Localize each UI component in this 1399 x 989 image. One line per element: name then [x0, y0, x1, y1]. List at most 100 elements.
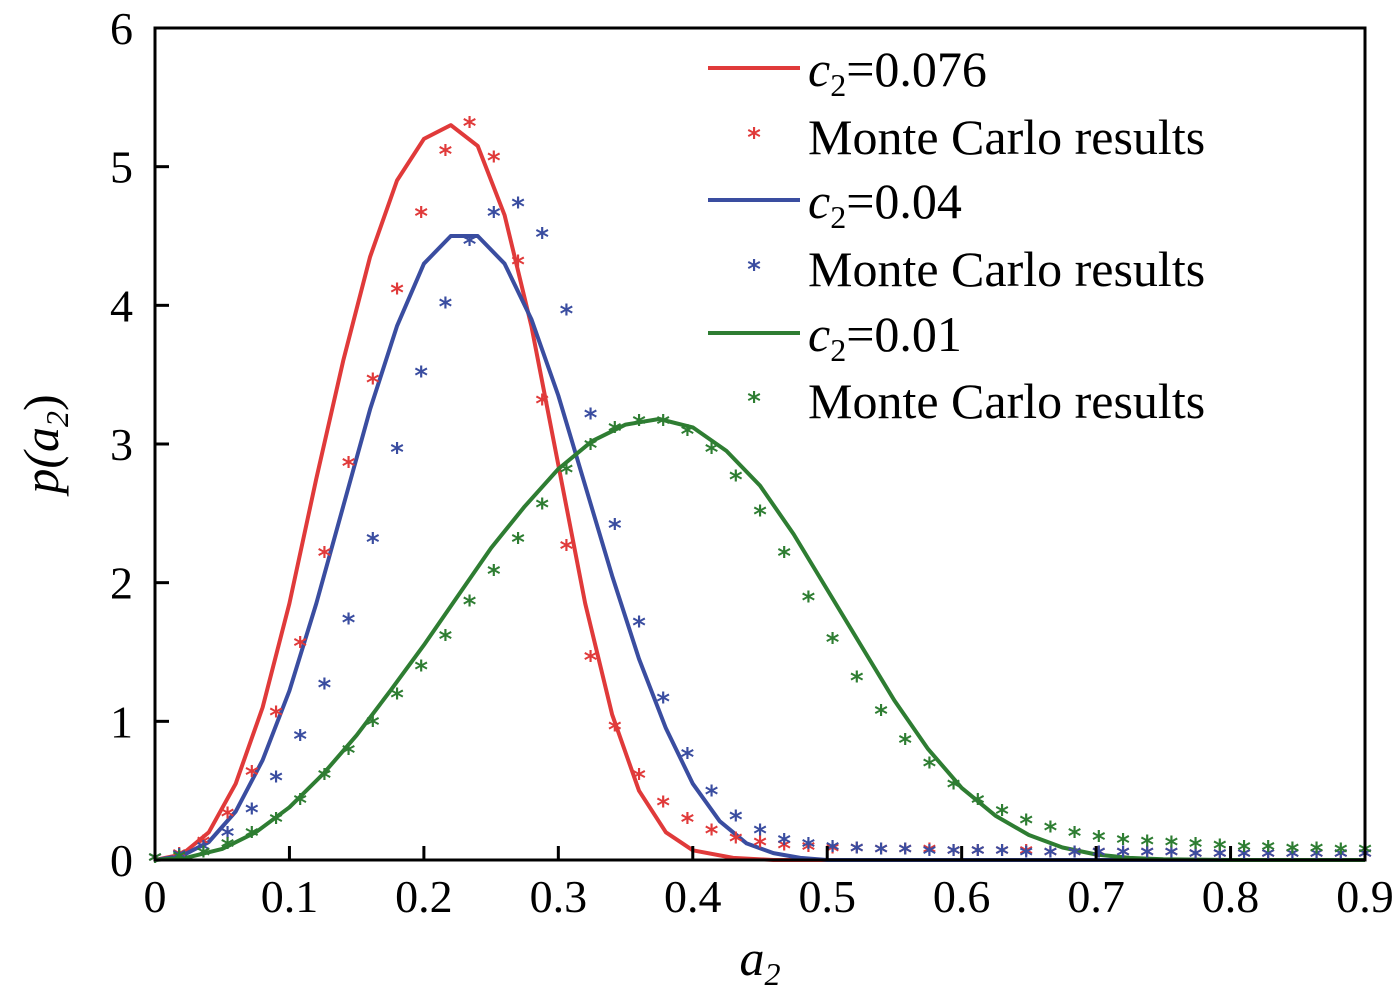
legend-mc-label-2: Monte Carlo results: [808, 373, 1205, 429]
series-line-0: [154, 123, 1365, 862]
mc-point-1: *: [923, 840, 937, 870]
y-tick-label: 5: [110, 142, 133, 193]
mc-point-2: *: [366, 711, 380, 741]
mc-point-0: *: [535, 389, 549, 419]
legend-label-1: c2=0.04: [808, 173, 962, 235]
mc-point-2: *: [1116, 829, 1130, 859]
mc-point-2: *: [560, 459, 574, 489]
mc-point-0: *: [584, 646, 598, 676]
mc-point-2: *: [1165, 832, 1179, 862]
legend-marker-1: *: [747, 255, 761, 285]
mc-point-2: *: [923, 753, 937, 783]
mc-point-2: *: [898, 729, 912, 759]
mc-point-0: *: [414, 202, 428, 232]
mc-point-0: *: [1261, 843, 1275, 873]
mc-point-2: *: [511, 528, 525, 558]
mc-point-0: *: [342, 452, 356, 482]
mc-point-1: *: [463, 230, 477, 260]
y-tick-label: 4: [110, 280, 133, 331]
mc-point-1: *: [1261, 843, 1275, 873]
mc-point-1: *: [850, 837, 864, 867]
y-axis-label: p(a2): [13, 394, 75, 496]
mc-point-2: *: [729, 466, 743, 496]
mc-point-2: *: [390, 683, 404, 713]
mc-point-2: *: [681, 420, 695, 450]
legend-marker-2: *: [747, 387, 761, 417]
mc-point-1: *: [535, 223, 549, 253]
mc-point-1: *: [777, 829, 791, 859]
mc-point-2: *: [632, 410, 646, 440]
mc-point-1: *: [971, 840, 985, 870]
ticks-layer: 0 0.1 0.2 0.3 0.4 0.5 0.6 0.7 0.8 0.9 0 1 2 3 4 5 6: [110, 3, 1394, 922]
mc-point-1: *: [1068, 841, 1082, 871]
mc-point-2: *: [535, 493, 549, 523]
mc-point-0: *: [971, 840, 985, 870]
mc-point-1: *: [342, 608, 356, 638]
mc-point-2: *: [1068, 822, 1082, 852]
mc-point-2: *: [656, 410, 670, 440]
mc-point-0: *: [705, 819, 719, 849]
mc-point-1: *: [1165, 841, 1179, 871]
mc-point-2: *: [995, 800, 1009, 830]
mc-point-1: *: [705, 780, 719, 810]
mc-point-0: *: [318, 542, 332, 572]
mc-point-0: *: [1165, 841, 1179, 871]
mc-point-0: *: [729, 828, 743, 858]
mc-point-2: *: [414, 656, 428, 686]
mc-point-1: *: [439, 292, 453, 322]
mc-point-1: *: [729, 805, 743, 835]
mc-point-1: *: [584, 403, 598, 433]
mc-point-1: *: [511, 192, 525, 222]
mc-point-1: *: [487, 202, 501, 232]
x-tick-label: 0.1: [261, 871, 319, 922]
mc-point-0: *: [1286, 843, 1300, 873]
mc-point-2: *: [874, 700, 888, 730]
mc-point-2: *: [318, 764, 332, 794]
mc-point-0: *: [245, 761, 259, 791]
mc-point-2: *: [269, 808, 283, 838]
mc-point-2: *: [584, 434, 598, 464]
mc-point-2: *: [463, 590, 477, 620]
mc-point-1: *: [753, 819, 767, 849]
x-tick-label: 0.7: [1067, 871, 1125, 922]
mc-point-1: *: [826, 836, 840, 866]
mc-point-1: *: [1019, 841, 1033, 871]
mc-point-0: *: [197, 830, 211, 860]
y-tick-label: 6: [110, 3, 133, 54]
series-line-1: [154, 234, 1365, 862]
legend: c2=0.076 * Monte Carlo results c2=0.04 * Mont…: [708, 41, 1205, 429]
mc-point-2: *: [439, 625, 453, 655]
mc-point-0: *: [487, 147, 501, 177]
mc-point-2: *: [826, 628, 840, 658]
mc-point-1: *: [656, 688, 670, 718]
mc-point-2: *: [197, 841, 211, 871]
x-tick-label: 0: [144, 871, 167, 922]
mc-point-0: *: [269, 701, 283, 731]
x-tick-label: 0.2: [395, 871, 453, 922]
mc-point-0: *: [221, 803, 235, 833]
mc-point-1: *: [1189, 843, 1203, 873]
mc-point-1: *: [1310, 843, 1324, 873]
mc-point-2: *: [293, 789, 307, 819]
mc-point-1: *: [1334, 843, 1348, 873]
mc-point-1: *: [269, 767, 283, 797]
mc-point-1: *: [197, 836, 211, 866]
mc-point-2: *: [1213, 835, 1227, 865]
legend-mc-label-0: Monte Carlo results: [808, 109, 1205, 165]
mc-point-1: *: [221, 822, 235, 852]
mc-point-2: *: [1261, 836, 1275, 866]
mc-point-2: *: [753, 500, 767, 530]
mc-point-0: *: [172, 843, 186, 873]
mc-point-0: *: [608, 715, 622, 745]
mc-point-1: *: [1044, 841, 1058, 871]
mc-point-0: *: [681, 808, 695, 838]
mc-point-1: *: [1286, 843, 1300, 873]
mc-point-1: *: [293, 725, 307, 755]
mc-point-1: *: [874, 839, 888, 869]
mc-point-1: *: [366, 528, 380, 558]
mc-point-0: *: [777, 835, 791, 865]
mc-point-0: *: [366, 369, 380, 399]
legend-label-0: c2=0.076: [808, 41, 987, 103]
mc-point-2: *: [1019, 810, 1033, 840]
